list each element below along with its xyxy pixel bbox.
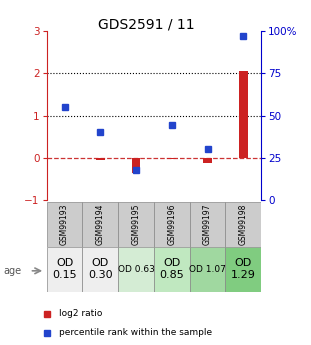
Text: OD
1.29: OD 1.29	[231, 258, 256, 280]
Text: log2 ratio: log2 ratio	[59, 309, 102, 318]
Text: OD 1.07: OD 1.07	[189, 265, 226, 274]
Text: GSM99197: GSM99197	[203, 204, 212, 245]
Text: OD
0.30: OD 0.30	[88, 258, 113, 280]
Bar	[190, 247, 225, 292]
Bar	[190, 202, 225, 247]
Text: GSM99193: GSM99193	[60, 204, 69, 245]
Bar	[203, 158, 212, 163]
Bar	[47, 202, 82, 247]
Bar	[239, 71, 248, 158]
Text: GSM99195: GSM99195	[132, 204, 141, 245]
Bar	[47, 247, 82, 292]
Bar	[82, 202, 118, 247]
Text: OD
0.85: OD 0.85	[160, 258, 184, 280]
Bar	[118, 247, 154, 292]
Bar	[167, 158, 176, 159]
Text: percentile rank within the sample: percentile rank within the sample	[59, 328, 212, 337]
Text: GSM99196: GSM99196	[167, 204, 176, 245]
Bar	[225, 247, 261, 292]
Text: GDS2591 / 11: GDS2591 / 11	[98, 17, 194, 31]
Text: age: age	[3, 266, 21, 276]
Text: OD
0.15: OD 0.15	[52, 258, 77, 280]
Text: GSM99194: GSM99194	[96, 204, 105, 245]
Bar	[82, 247, 118, 292]
Bar	[132, 158, 141, 172]
Bar	[118, 202, 154, 247]
Text: GSM99198: GSM99198	[239, 204, 248, 245]
Bar	[154, 202, 190, 247]
Bar	[154, 247, 190, 292]
Bar	[225, 202, 261, 247]
Bar	[96, 158, 105, 160]
Text: OD 0.63: OD 0.63	[118, 265, 155, 274]
